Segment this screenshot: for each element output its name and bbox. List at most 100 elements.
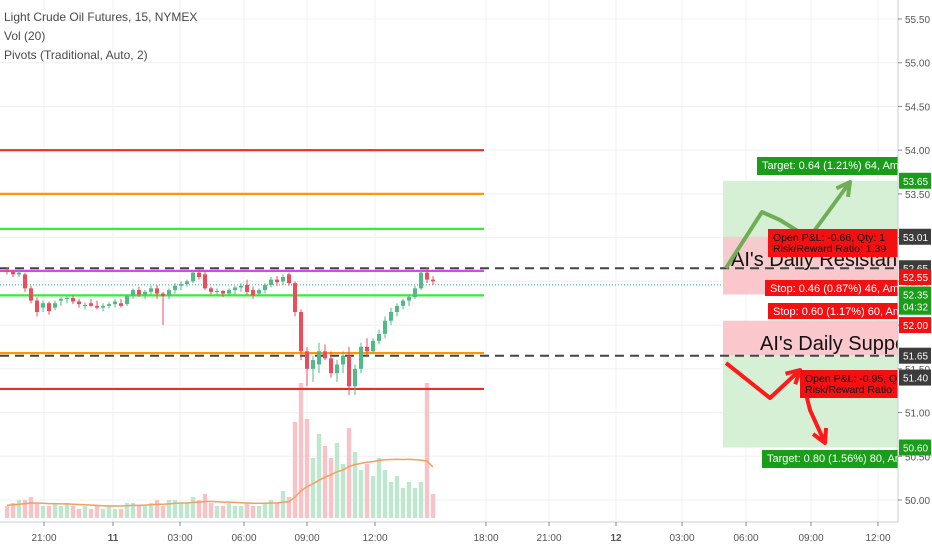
volume-bar	[304, 419, 310, 518]
price-marker-label: 51.65	[903, 352, 928, 363]
price-marker-label: 52.55	[903, 273, 928, 284]
time-tick-label: 12	[610, 533, 622, 544]
volume-bar	[430, 494, 436, 518]
time-tick-label: 03:00	[167, 533, 192, 544]
price-marker	[899, 317, 931, 334]
volume-bar	[22, 500, 28, 518]
volume-bar	[370, 476, 376, 518]
candle-body	[53, 303, 57, 308]
volume-bar	[166, 500, 172, 518]
volume-bar	[124, 503, 130, 518]
candle-body	[155, 288, 159, 294]
candle-body	[251, 290, 255, 296]
volume-bar	[52, 503, 58, 518]
price-marker	[899, 172, 931, 189]
volume-bar	[244, 503, 250, 518]
price-tick-label: 53.50	[905, 190, 930, 201]
price-marker-label: 04:32	[903, 303, 928, 314]
price-marker-label: 53.01	[903, 233, 928, 244]
volume-bar	[292, 422, 298, 518]
legend-pivots[interactable]: Pivots (Traditional, Auto, 2)	[4, 48, 148, 62]
candle-body	[197, 272, 201, 277]
price-marker-label: 53.65	[903, 177, 928, 188]
candle-body	[263, 284, 267, 291]
volume-bar	[226, 503, 232, 518]
candle-body	[365, 346, 369, 352]
volume-bar	[16, 500, 22, 518]
candle-body	[377, 333, 381, 341]
time-tick-label: 12:00	[865, 533, 890, 544]
candle-body	[425, 272, 429, 280]
volume-bar	[310, 458, 316, 518]
candle-body	[281, 276, 285, 282]
candle-body	[101, 305, 105, 308]
time-tick-label: 18:00	[473, 533, 498, 544]
volume-bar	[94, 506, 100, 518]
candle-body	[149, 288, 153, 292]
short-target-label: Target: 0.80 (1.56%) 80, Amount: 8	[762, 450, 898, 468]
candle-body	[203, 274, 207, 289]
short-stop-label-text: Stop: 0.60 (1.17%) 60, Amount: 6	[773, 306, 932, 318]
volume-bar	[424, 383, 430, 518]
legend-volume[interactable]: Vol (20)	[4, 29, 46, 43]
candle-body	[185, 281, 189, 284]
candle-body	[161, 293, 165, 297]
candle-body	[11, 271, 15, 275]
volume-bar	[418, 482, 424, 518]
long-target-label-bg	[757, 157, 898, 175]
legend-symbol[interactable]: Light Crude Oil Futures, 15, NYMEX	[4, 10, 198, 24]
candle-body	[95, 305, 99, 308]
candle-body	[143, 291, 147, 295]
volume-bar	[412, 488, 418, 518]
price-marker	[899, 268, 931, 285]
long-pnl-label-bg	[768, 229, 898, 257]
candle-body	[179, 283, 183, 286]
volume-bar	[34, 503, 40, 518]
time-tick-label: 06:00	[733, 533, 758, 544]
volume-bar	[376, 458, 382, 518]
volume-bar	[28, 497, 34, 518]
time-axis: 21:00 11 03:00 06:00 09:00 12:00 18:00 21:00 12 0…	[0, 521, 932, 550]
volume-bar	[352, 452, 358, 518]
volume-bar	[214, 506, 220, 518]
candle-body	[317, 351, 321, 365]
short-stop-label-bg	[768, 303, 898, 319]
volume-bar	[154, 500, 160, 518]
time-tick-label: 03:00	[669, 533, 694, 544]
short-stop-zone	[723, 320, 898, 356]
short-stop-label: Stop: 0.60 (1.17%) 60, Amount: 6	[768, 303, 932, 319]
volume-bar	[82, 506, 88, 518]
volume-bar	[232, 506, 238, 518]
volume-bar	[334, 443, 340, 518]
candle-body	[137, 290, 141, 295]
candle-body	[41, 303, 45, 308]
volume-bar	[208, 503, 214, 518]
volume-bar	[202, 494, 208, 518]
volume-bar	[112, 509, 118, 518]
price-marker	[899, 298, 931, 315]
price-marker-label: 51.40	[903, 374, 928, 385]
price-axis: 50.0050.5051.0051.5052.0052.5053.0053.50…	[897, 0, 932, 550]
volume-bar	[382, 470, 388, 518]
price-tick-label: 54.50	[905, 102, 930, 113]
volume-bar	[388, 482, 394, 518]
price-marker-label: 52.35	[903, 290, 928, 301]
price-tick-label: 55.00	[905, 59, 930, 70]
price-tick-label: 50.00	[905, 496, 930, 507]
short-path-arrow-2-head	[811, 427, 829, 445]
volume-bar	[220, 506, 226, 518]
volume-bar	[280, 491, 286, 518]
volume-bar	[328, 458, 334, 518]
candle-body	[359, 346, 363, 369]
candle-body	[5, 269, 9, 272]
candle-body	[215, 290, 219, 292]
volume-bar	[286, 497, 292, 518]
candle-body	[35, 300, 39, 312]
candle-body	[341, 355, 345, 365]
candle-body	[335, 364, 339, 374]
candle-body	[287, 274, 291, 284]
candle-body	[269, 279, 273, 285]
